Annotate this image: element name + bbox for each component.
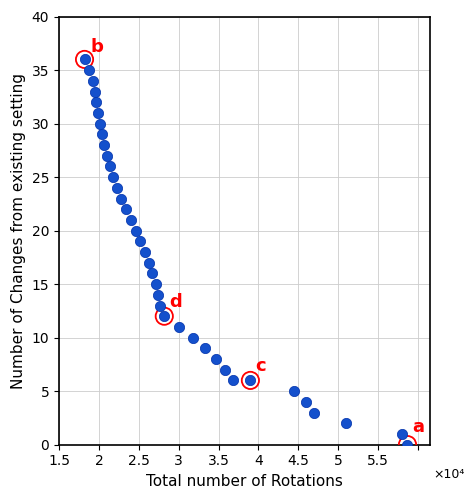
Point xyxy=(100,141,108,149)
Point xyxy=(160,312,168,320)
Point xyxy=(229,376,237,384)
Point xyxy=(106,162,114,170)
Text: ×10⁴: ×10⁴ xyxy=(434,468,465,481)
Point xyxy=(118,194,125,202)
Point xyxy=(93,98,100,106)
Point xyxy=(94,109,102,117)
Point xyxy=(201,344,209,352)
Point xyxy=(137,238,144,246)
Point xyxy=(290,387,298,395)
Point xyxy=(398,430,406,438)
Point xyxy=(152,280,159,288)
Point xyxy=(157,302,164,310)
Point xyxy=(81,56,89,64)
Y-axis label: Number of Changes from existing setting: Number of Changes from existing setting xyxy=(11,72,26,388)
Point xyxy=(127,216,135,224)
Point xyxy=(342,419,350,427)
Text: a: a xyxy=(412,418,424,436)
Point xyxy=(141,248,149,256)
Point xyxy=(404,440,411,448)
Point xyxy=(189,334,197,342)
Point xyxy=(145,258,153,266)
Point xyxy=(98,130,106,138)
Point xyxy=(109,173,117,181)
Point xyxy=(91,88,99,96)
Point xyxy=(132,226,139,234)
Point xyxy=(160,312,168,320)
Point xyxy=(122,205,130,213)
Text: b: b xyxy=(90,38,103,56)
Point xyxy=(81,56,89,64)
Point xyxy=(149,270,156,278)
Point xyxy=(221,366,228,374)
Point xyxy=(103,152,110,160)
Point xyxy=(247,376,254,384)
Point xyxy=(310,408,318,416)
Point xyxy=(302,398,310,406)
Text: c: c xyxy=(255,357,266,375)
X-axis label: Total number of Rotations: Total number of Rotations xyxy=(146,474,343,489)
Point xyxy=(212,355,220,363)
Point xyxy=(175,323,182,331)
Point xyxy=(404,440,411,448)
Point xyxy=(113,184,121,192)
Point xyxy=(247,376,254,384)
Point xyxy=(89,77,96,85)
Point xyxy=(96,120,103,128)
Text: d: d xyxy=(169,293,182,311)
Point xyxy=(86,66,93,74)
Point xyxy=(154,291,162,299)
